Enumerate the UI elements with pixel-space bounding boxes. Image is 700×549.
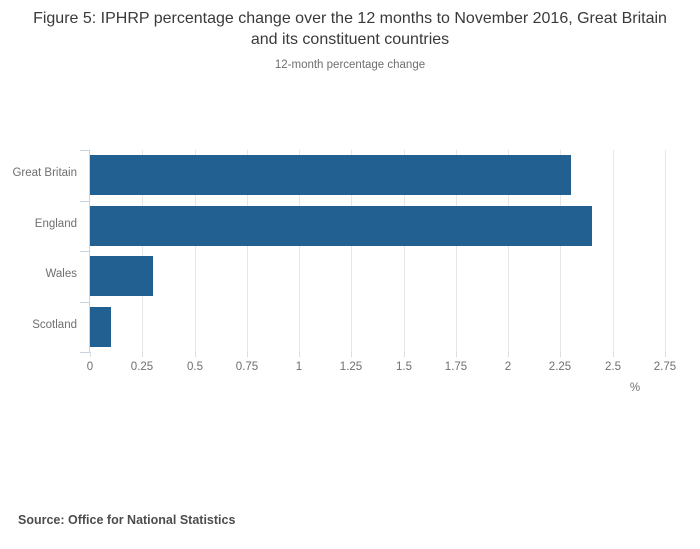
y-axis-tick [80,150,89,151]
gridline [665,150,666,352]
x-tick-label: 1.25 [339,361,363,373]
bar-great-britain [90,155,571,195]
y-axis-line [89,150,90,353]
source-note: Source: Office for National Statistics [18,513,236,527]
x-axis-tick [299,352,300,357]
gridline [404,150,405,352]
x-tick-label: 1 [295,361,303,373]
gridline [456,150,457,352]
x-axis-tick [508,352,509,357]
bar-scotland [90,307,111,347]
y-axis-tick [80,201,89,202]
gridline [195,150,196,352]
gridline [299,150,300,352]
x-tick-label: 0 [86,361,94,373]
x-axis-tick [560,352,561,357]
plot-area [90,150,676,352]
x-tick-label: 1.5 [396,361,412,373]
gridline [560,150,561,352]
bar-england [90,206,592,246]
x-axis-tick [90,352,91,357]
gridline [508,150,509,352]
gridline [351,150,352,352]
x-axis-tick [195,352,196,357]
x-axis-tick [247,352,248,357]
x-tick-label: 2.75 [653,361,677,373]
x-tick-label: 2.5 [605,361,621,373]
chart-title: Figure 5: IPHRP percentage change over t… [33,10,667,48]
x-tick-label: 1.75 [444,361,468,373]
x-tick-label: 2.25 [548,361,572,373]
category-label-england: England [34,218,77,230]
category-label-great-britain: Great Britain [12,167,77,179]
x-axis-tick [456,352,457,357]
x-tick-label: 0.5 [187,361,203,373]
gridline [142,150,143,352]
y-axis-tick [80,251,89,252]
x-tick-label: 0.25 [130,361,154,373]
x-axis-tick [142,352,143,357]
x-tick-label: 2 [504,361,512,373]
gridline [613,150,614,352]
category-label-scotland: Scotland [32,319,77,331]
x-axis-unit-label: % [629,382,641,394]
x-axis-tick [404,352,405,357]
bar-wales [90,256,153,296]
y-axis-tick [80,302,89,303]
gridline [247,150,248,352]
y-axis-tick [80,352,89,353]
x-axis-tick [351,352,352,357]
x-tick-label: 0.75 [235,361,259,373]
x-axis-tick [665,352,666,357]
chart-subtitle: 12-month percentage change [274,59,426,71]
category-label-wales: Wales [45,268,77,280]
x-axis-tick [613,352,614,357]
